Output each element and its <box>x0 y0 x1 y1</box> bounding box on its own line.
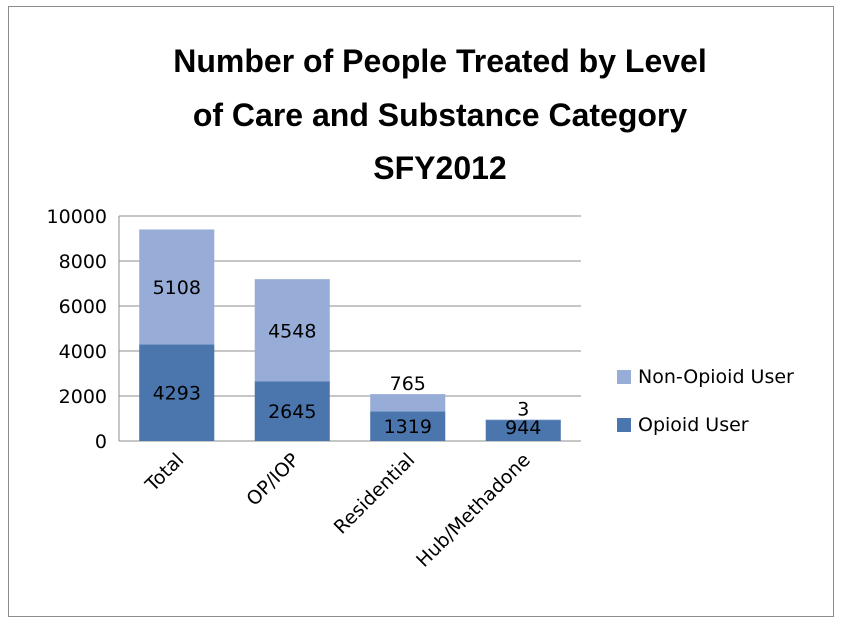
x-tick-label: OP/IOP <box>242 449 303 510</box>
y-tick-label: 0 <box>95 431 107 453</box>
data-label: 5108 <box>153 277 201 299</box>
chart-frame: Number of People Treated by Level of Car… <box>8 6 834 617</box>
legend-swatch <box>617 418 631 432</box>
y-tick-label: 6000 <box>59 296 107 318</box>
bar-segment <box>370 394 445 411</box>
x-tick-label: Total <box>141 449 189 497</box>
chart-title-line-2: of Care and Substance Category <box>193 97 688 133</box>
chart-title: Number of People Treated by Level of Car… <box>173 43 706 186</box>
chart-title-line-3: SFY2012 <box>373 150 506 186</box>
legend-label: Non-Opioid User <box>638 366 794 388</box>
x-tick-label: Hub/Methadone <box>412 449 535 572</box>
legend-swatch <box>617 370 631 384</box>
data-label: 1319 <box>384 416 432 438</box>
data-label: 4293 <box>153 383 201 405</box>
chart: Number of People Treated by Level of Car… <box>9 7 835 618</box>
data-label: 765 <box>390 373 426 395</box>
data-label: 3 <box>517 399 529 421</box>
y-tick-label: 10000 <box>47 206 107 228</box>
y-tick-label: 4000 <box>59 341 107 363</box>
y-tick-label: 2000 <box>59 386 107 408</box>
data-label: 2645 <box>268 401 316 423</box>
x-tick-label: Residential <box>330 449 420 539</box>
legend: Non-Opioid User Opioid User <box>617 366 794 436</box>
chart-title-line-1: Number of People Treated by Level <box>173 43 706 79</box>
data-label: 4548 <box>268 320 316 342</box>
legend-label: Opioid User <box>638 414 749 436</box>
y-tick-label: 8000 <box>59 251 107 273</box>
